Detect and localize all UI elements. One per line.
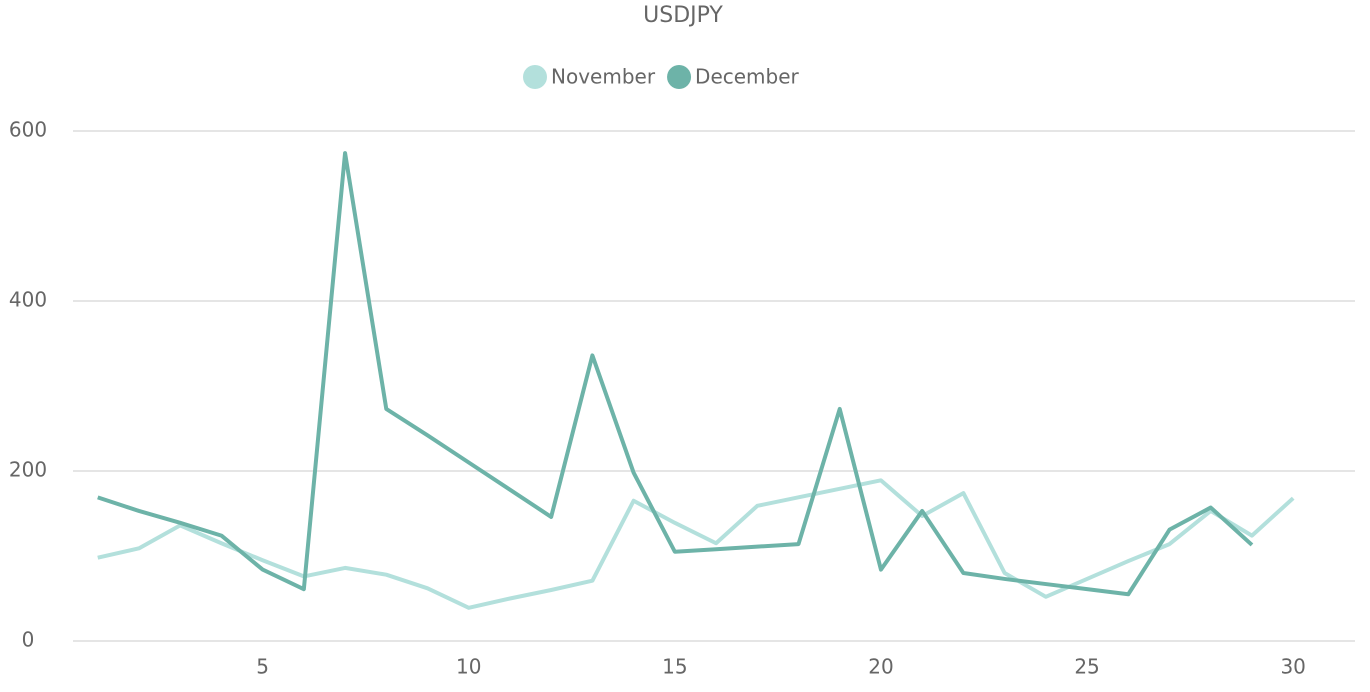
y-tick-label: 200: [9, 458, 47, 482]
legend-marker: [523, 65, 547, 89]
x-tick-label: 5: [256, 655, 269, 679]
x-tick-label: 25: [1074, 655, 1099, 679]
y-tick-label: 400: [9, 288, 47, 312]
series-line: [97, 478, 1295, 610]
legend-label: December: [695, 65, 799, 89]
x-tick-label: 15: [662, 655, 687, 679]
x-tick-label: 30: [1280, 655, 1305, 679]
series-line: [97, 151, 1254, 597]
legend-marker: [667, 65, 692, 89]
y-tick-label: 600: [9, 118, 47, 142]
x-tick-label: 20: [868, 655, 893, 679]
x-tick-label: 10: [456, 655, 481, 679]
legend-label: November: [551, 65, 656, 89]
chart-title: USDJPY: [643, 3, 723, 28]
y-tick-label: 0: [22, 628, 35, 652]
